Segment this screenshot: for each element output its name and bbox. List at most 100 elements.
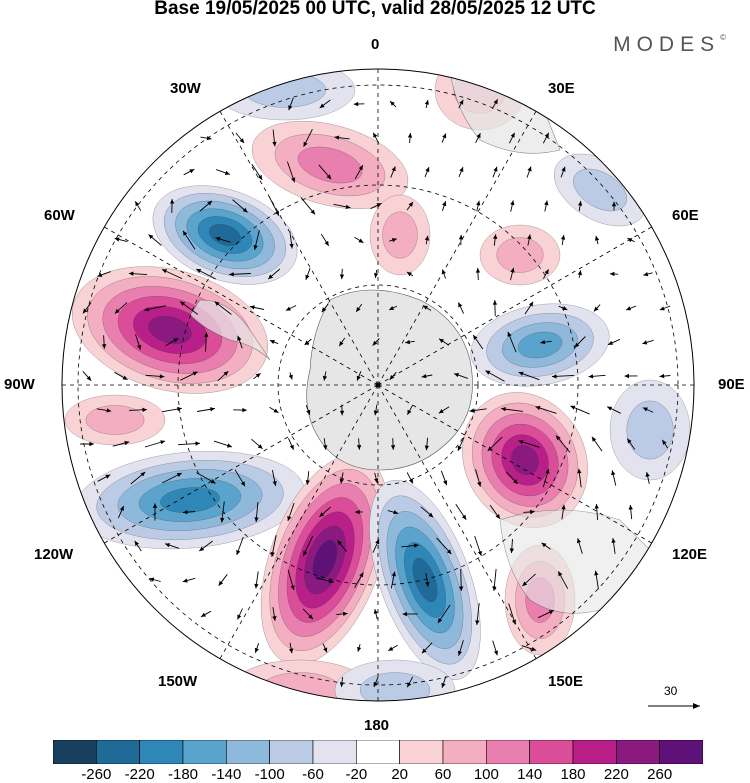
wind-arrow — [253, 229, 260, 251]
wind-arrow — [521, 645, 537, 651]
wind-arrow — [96, 408, 112, 413]
colorbar-tick-label: -20 — [345, 766, 368, 783]
colorbar-swatch — [615, 740, 660, 764]
wind-arrow — [229, 272, 251, 277]
wind-arrow — [145, 374, 165, 379]
wind-arrow — [177, 441, 201, 446]
wind-arrow — [642, 339, 654, 345]
colorbar-tick-label: 260 — [647, 766, 673, 783]
wind-arrow — [323, 438, 328, 450]
wind-arrow — [374, 270, 379, 278]
wind-arrow — [289, 231, 294, 249]
colorbar-tick-label: 140 — [517, 766, 543, 783]
wind-arrow — [339, 677, 345, 687]
wind-arrow — [401, 543, 419, 548]
wind-arrow — [249, 305, 265, 310]
wind-arrow — [373, 404, 378, 416]
wind-arrow — [253, 372, 261, 380]
colorbar-tick-label: -100 — [254, 766, 285, 783]
wind-arrow — [578, 200, 583, 212]
wind-arrow — [493, 234, 498, 246]
wind-arrow — [389, 238, 397, 243]
wind-arrow — [267, 268, 281, 280]
wind-arrow — [114, 237, 128, 243]
wind-arrow — [425, 573, 430, 587]
wind-arrow — [353, 101, 365, 107]
wind-arrow — [594, 235, 600, 245]
wind-arrow — [457, 640, 464, 656]
wind-arrow — [204, 332, 209, 352]
wind-arrow — [387, 510, 399, 515]
wind-arrow — [440, 470, 448, 486]
wind-arrow — [441, 201, 447, 211]
wind-arrow — [303, 128, 313, 148]
wind-arrow — [337, 540, 347, 552]
wind-arrow — [197, 407, 215, 412]
anomaly-blob — [251, 120, 409, 210]
wind-arrow — [570, 405, 590, 415]
wind-arrow — [130, 471, 146, 485]
wind-arrow — [129, 407, 147, 412]
wind-arrow — [457, 437, 465, 451]
wind-arrow — [555, 435, 571, 453]
wind-arrow — [183, 168, 195, 176]
wind-arrow — [338, 337, 346, 347]
wind-arrow — [268, 195, 280, 217]
wind-arrow — [406, 271, 414, 277]
wind-arrow — [475, 132, 481, 144]
wind-arrow — [237, 335, 243, 349]
reference-vector-arrow — [648, 703, 700, 709]
wind-arrow — [577, 270, 582, 278]
colorbar-tick-label: 20 — [391, 766, 408, 783]
wind-arrow — [441, 676, 447, 688]
wind-arrow — [659, 305, 671, 311]
wind-arrow — [288, 97, 294, 111]
wind-arrow — [407, 132, 413, 144]
wind-arrow — [169, 199, 175, 213]
wind-arrow — [508, 132, 516, 144]
wind-arrow — [560, 234, 566, 246]
wind-arrow — [287, 502, 295, 522]
wind-arrow — [234, 469, 246, 487]
lon-label-90w: 90W — [4, 376, 35, 393]
wind-arrow — [97, 474, 111, 482]
wind-arrow — [574, 336, 586, 348]
colorbar-swatch — [442, 740, 487, 764]
wind-arrow — [643, 272, 653, 277]
wind-arrow — [577, 468, 582, 488]
wind-arrow — [214, 301, 232, 315]
wind-arrow — [390, 166, 396, 178]
wind-arrow — [544, 200, 549, 212]
wind-arrow — [289, 642, 294, 654]
wind-arrow — [661, 439, 669, 449]
lon-label-60e: 60E — [672, 207, 699, 224]
wind-arrow — [354, 236, 364, 244]
anomaly-blob — [334, 659, 456, 701]
wind-arrow — [576, 538, 583, 554]
wind-arrow — [218, 574, 228, 586]
wind-arrow — [457, 302, 465, 314]
logo-text: MODES — [613, 33, 721, 56]
wind-arrow — [441, 269, 447, 279]
wind-arrow — [305, 268, 311, 280]
wind-arrow — [339, 404, 345, 416]
colorbar-tick-label: -220 — [124, 766, 155, 783]
wind-arrow — [220, 501, 225, 523]
wind-arrow — [485, 370, 505, 382]
wind-arrow — [390, 571, 396, 589]
wind-arrow — [233, 407, 247, 413]
wind-arrow — [389, 371, 397, 381]
wind-arrow — [254, 571, 259, 589]
wind-arrow — [510, 267, 515, 281]
wind-arrow — [510, 200, 515, 212]
wind-arrow — [518, 440, 540, 448]
wind-arrow — [148, 234, 162, 246]
wind-arrow — [389, 100, 397, 108]
wind-arrow — [560, 166, 566, 178]
wind-arrow — [388, 644, 398, 652]
anomaly-blob — [152, 185, 298, 285]
lon-label-60w: 60W — [44, 207, 75, 224]
wind-arrow — [316, 577, 334, 584]
wind-arrow — [161, 472, 183, 484]
wind-arrow — [370, 202, 382, 210]
